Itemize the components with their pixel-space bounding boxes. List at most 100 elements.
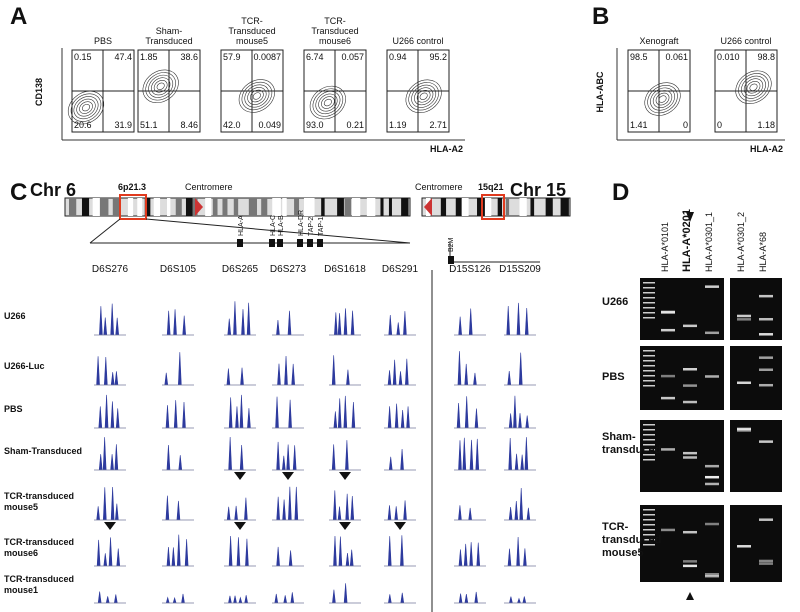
ladder-band — [643, 292, 655, 294]
contour — [735, 70, 772, 104]
gene-label: HLA-A — [238, 215, 245, 236]
gene-box — [448, 256, 454, 264]
gel-band — [661, 528, 675, 532]
gel-band — [661, 374, 675, 378]
panel-label: A — [10, 3, 27, 30]
contour — [749, 83, 758, 91]
peak-trace — [272, 441, 304, 471]
peak-trace — [329, 536, 361, 567]
peak-trace — [162, 352, 194, 386]
peak-trace — [454, 437, 486, 471]
zoom-line — [89, 218, 121, 244]
row-label: transduced — [602, 534, 661, 546]
gel — [730, 505, 782, 582]
gel-band — [737, 381, 751, 385]
marker-label: D15S209 — [499, 264, 541, 275]
row-label: mouse5 — [4, 502, 38, 512]
contour — [252, 92, 261, 100]
chr-label: Chr 15 — [510, 180, 566, 200]
contour — [247, 87, 267, 105]
lane-label: HLA-A*68 — [758, 232, 768, 272]
quadrant-value: 57.9 — [223, 52, 241, 62]
marker-label: D6S1618 — [324, 264, 366, 275]
contour — [650, 87, 675, 111]
plot-title: Transduced — [228, 26, 275, 36]
chromosome-band — [351, 198, 361, 216]
quadrant-value: 0.94 — [389, 52, 407, 62]
peak-trace — [384, 358, 416, 386]
gene-box — [237, 239, 243, 247]
chromosome-band — [99, 198, 109, 216]
peak-trace — [94, 537, 126, 567]
gel-band — [737, 318, 751, 321]
peak-trace — [384, 449, 416, 471]
lane-label: HLA-A*0201 — [681, 209, 693, 272]
contour — [73, 96, 99, 120]
contour — [153, 80, 168, 93]
peak-trace — [94, 394, 126, 429]
arrow-marker — [686, 592, 694, 600]
contour — [746, 80, 761, 94]
ladder-band — [643, 429, 655, 431]
contour — [647, 84, 678, 114]
gene-label: HLA-DR — [298, 210, 305, 236]
centromere — [195, 198, 203, 216]
row-label: Sham-Transduced — [4, 446, 82, 456]
ladder-band — [643, 317, 655, 319]
chromosome-band — [272, 198, 281, 216]
quadrant-value: 47.4 — [114, 52, 132, 62]
chromosome-band — [212, 198, 218, 216]
chromosome-band — [505, 198, 510, 216]
quadrant-value: 0.010 — [717, 52, 740, 62]
contour — [67, 90, 105, 125]
contour — [244, 84, 270, 108]
peak-trace — [224, 394, 256, 429]
peak-trace — [454, 396, 486, 429]
ladder-band — [643, 350, 655, 352]
gel — [730, 420, 782, 492]
peak-trace — [504, 437, 536, 471]
peak-trace — [329, 490, 361, 521]
gene-box — [307, 239, 313, 247]
peak-trace — [384, 311, 416, 336]
gel — [640, 420, 724, 492]
peak-trace — [329, 308, 361, 336]
chromosome-band — [337, 198, 344, 216]
contour — [414, 87, 434, 106]
contour — [82, 103, 91, 112]
peak-trace — [454, 351, 486, 386]
plot-title: mouse5 — [236, 36, 268, 46]
ladder-band — [643, 509, 655, 511]
row-label: TCR-transduced — [4, 574, 74, 584]
chromosome-band — [321, 198, 325, 216]
chromosome-band — [303, 198, 313, 216]
ladder-band — [643, 375, 655, 377]
peak-trace — [272, 396, 304, 429]
gene-box — [269, 239, 275, 247]
lane-label: HLA-A*0301_2 — [736, 212, 746, 272]
contour — [416, 90, 431, 103]
gel-band — [737, 314, 751, 318]
contour — [652, 90, 673, 108]
row-label: mouse6 — [4, 548, 38, 558]
row-label: TCR-transduced — [4, 491, 74, 501]
contour — [156, 82, 165, 90]
gel-band — [759, 440, 773, 443]
peak-trace — [272, 546, 304, 567]
loss-marker — [394, 522, 406, 530]
gene-box — [277, 239, 283, 247]
ladder-band — [643, 297, 655, 299]
chromosome-band — [282, 198, 287, 216]
chromosome-band — [380, 198, 384, 216]
ladder-band — [643, 365, 655, 367]
gel-band — [705, 331, 719, 335]
gel-band — [705, 482, 719, 486]
quadrant-value: 1.18 — [757, 120, 775, 130]
chromosome-band — [81, 198, 90, 216]
gel-band — [759, 559, 773, 563]
gene-label: HLA-B — [278, 215, 285, 236]
quadrant-value: 0.057 — [341, 52, 364, 62]
contour — [321, 96, 335, 109]
peak-trace — [504, 488, 536, 521]
